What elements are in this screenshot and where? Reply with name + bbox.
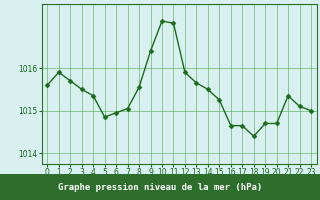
Text: Graphe pression niveau de la mer (hPa): Graphe pression niveau de la mer (hPa) bbox=[58, 182, 262, 192]
